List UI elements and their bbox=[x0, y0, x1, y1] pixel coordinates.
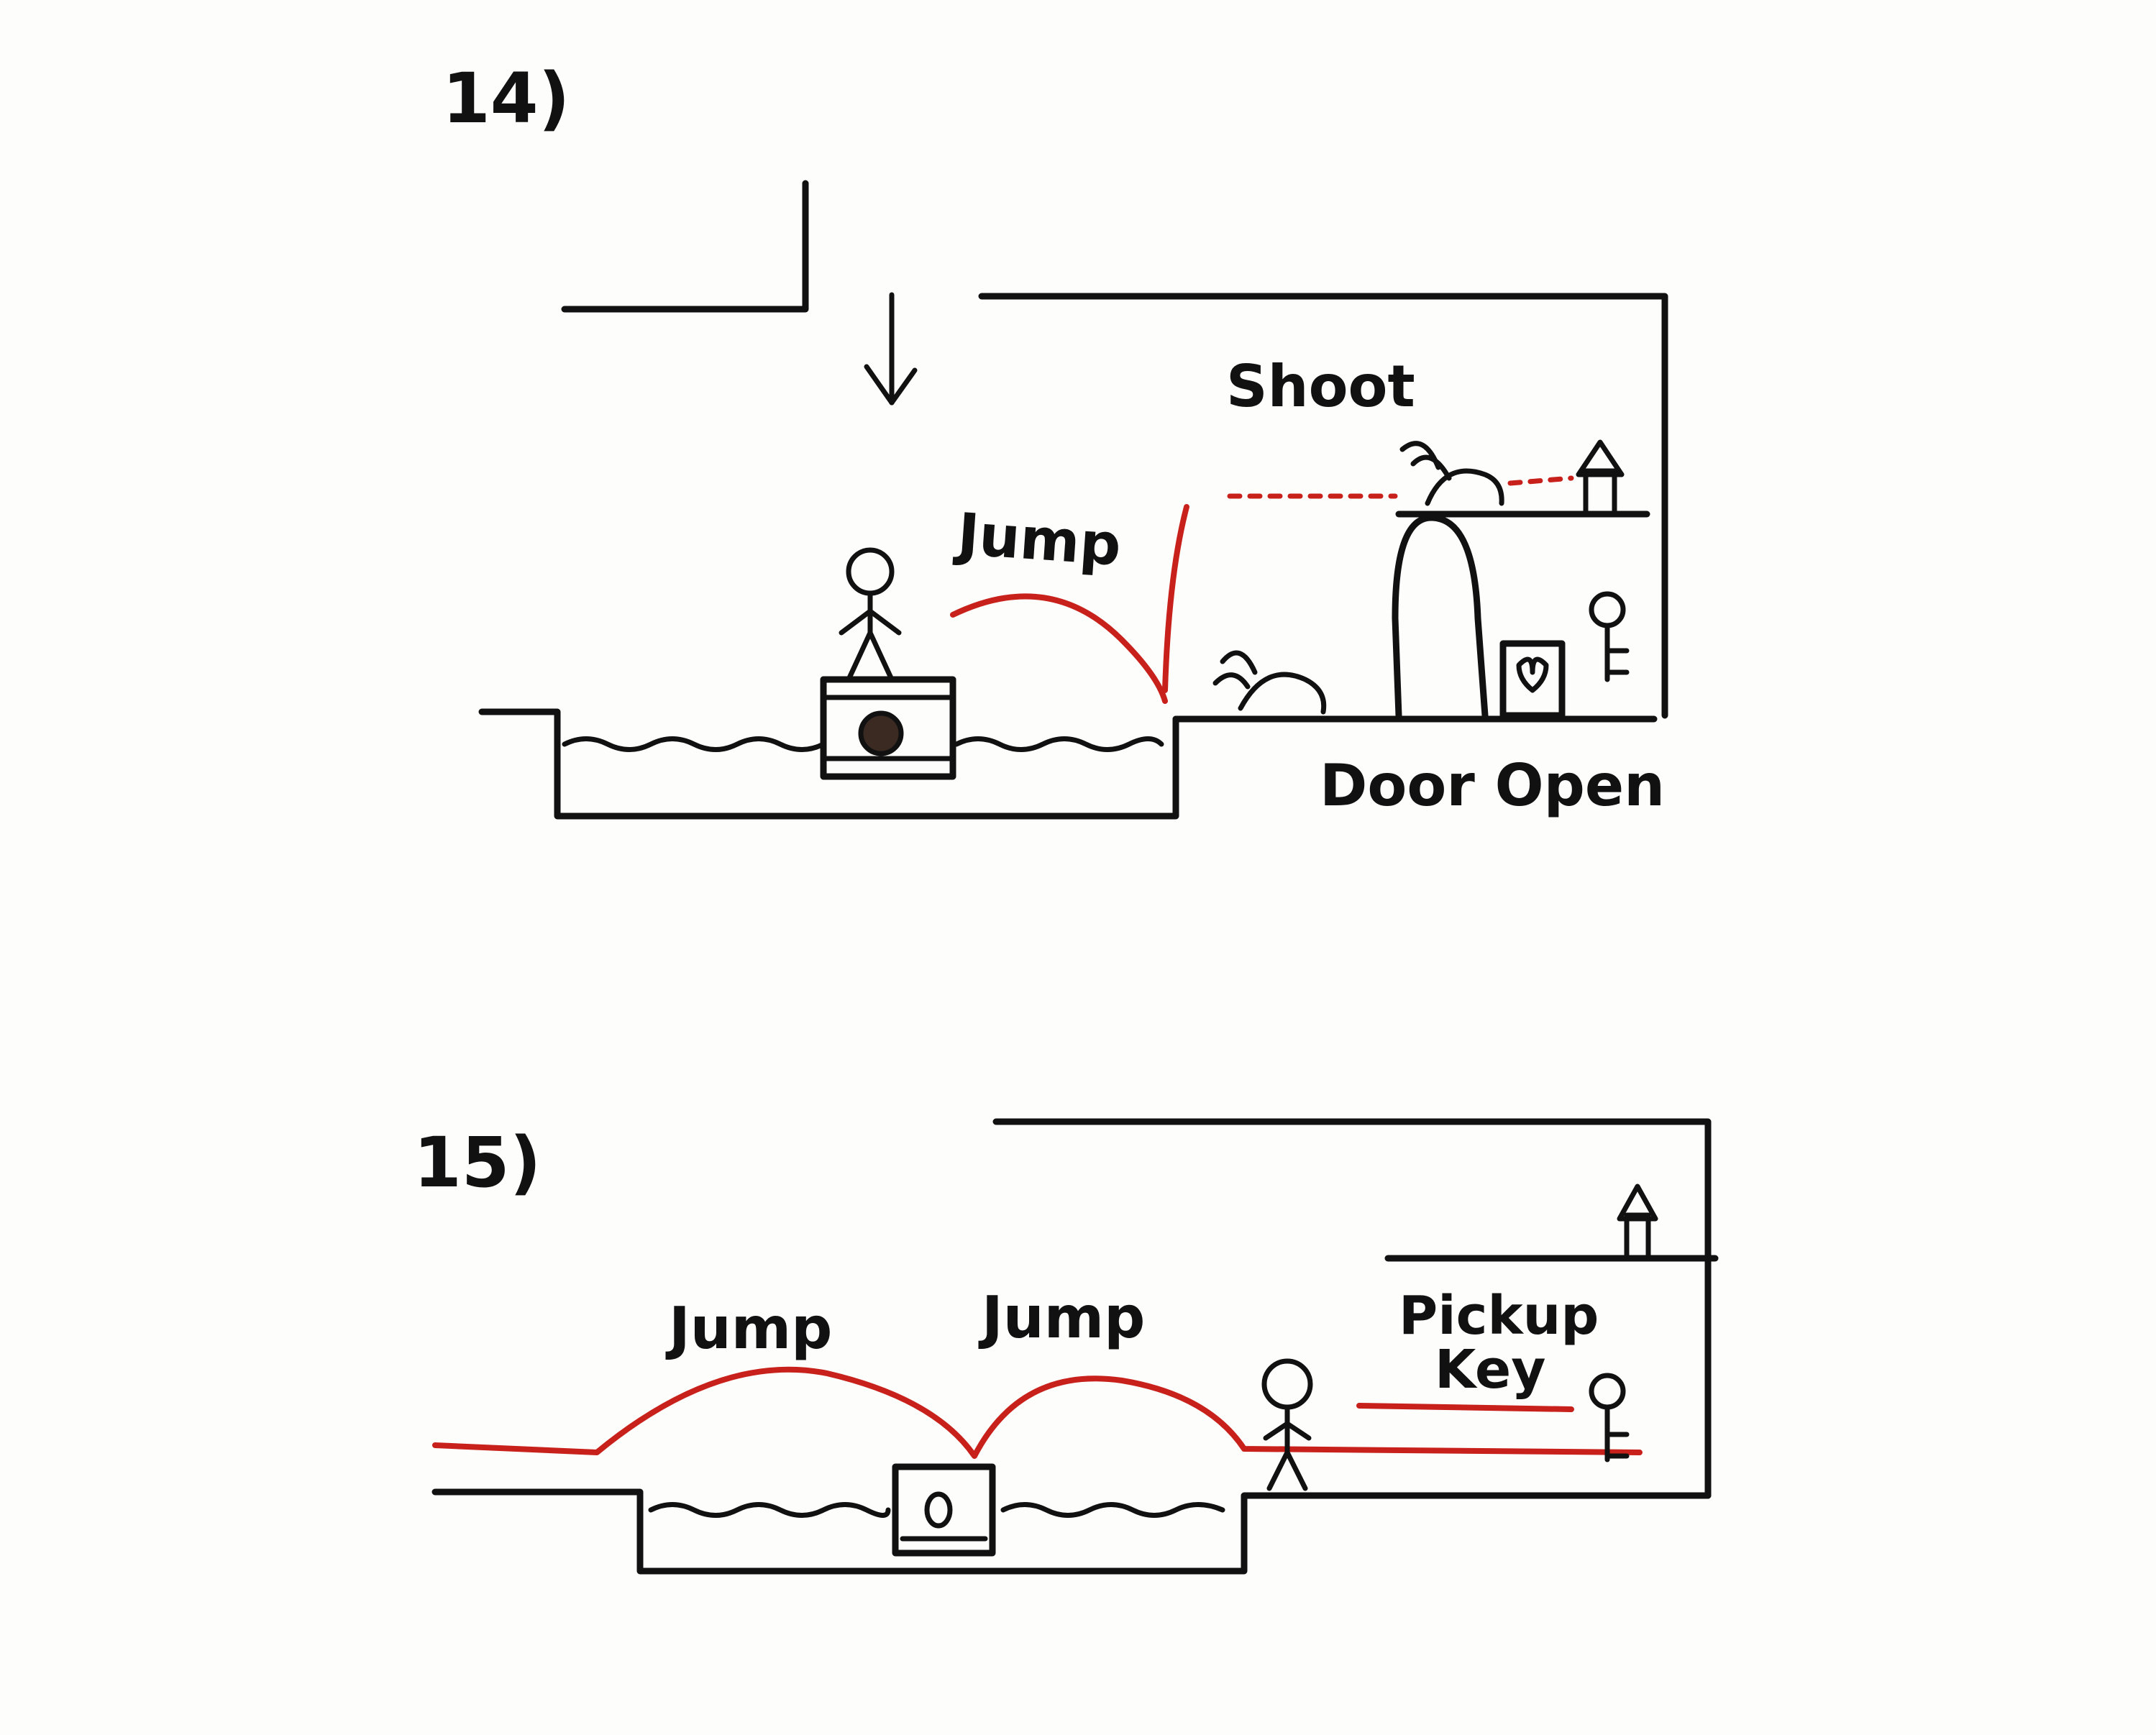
jump-rise-line bbox=[1162, 504, 1189, 693]
jump1-label: Jump bbox=[665, 1295, 832, 1362]
crate-eye-icon bbox=[858, 710, 904, 756]
panel-15: 15) Jump Jump Pickup Key bbox=[414, 1118, 1719, 1575]
pickup-label: Pickup bbox=[1399, 1285, 1599, 1347]
key-label: Key bbox=[1435, 1339, 1545, 1401]
shelf-rabbit-icon bbox=[1399, 441, 1504, 506]
ground-with-pit bbox=[431, 1488, 1712, 1575]
room-ceiling-wall-15 bbox=[992, 1118, 1712, 1499]
arched-door bbox=[1392, 514, 1489, 719]
exit-up-arrow-icon bbox=[1576, 439, 1625, 513]
shoot-dashed-line-right bbox=[1507, 475, 1574, 486]
heart-icon bbox=[1516, 656, 1549, 693]
jump-trajectory bbox=[950, 593, 1168, 704]
player-stick-figure-15 bbox=[1261, 1358, 1313, 1491]
panel-15-number: 15) bbox=[414, 1122, 541, 1203]
water-surface-right bbox=[954, 736, 1164, 752]
jump-path-15 bbox=[432, 1366, 1643, 1459]
rabbit-icon bbox=[1212, 650, 1327, 715]
jump-label: Jump bbox=[952, 500, 1123, 579]
panel-14-number: 14) bbox=[442, 58, 570, 139]
exit-up-arrow-icon-15 bbox=[1617, 1184, 1658, 1258]
jump2-label: Jump bbox=[978, 1284, 1145, 1351]
shoot-label: Shoot bbox=[1226, 353, 1415, 420]
pickup-path-15 bbox=[1356, 1403, 1574, 1412]
crate-eye-icon-15 bbox=[924, 1491, 953, 1529]
drop-arrow-icon bbox=[864, 292, 918, 406]
player-stick-figure bbox=[839, 547, 902, 682]
upper-left-ledge bbox=[561, 180, 809, 313]
panel-14: 14) Jump Sh bbox=[442, 58, 1668, 820]
room-ceiling-wall bbox=[978, 293, 1668, 719]
lock-box bbox=[1499, 640, 1566, 719]
water-surface-left bbox=[562, 736, 826, 752]
key-icon bbox=[1589, 591, 1630, 682]
door-open-label: Door Open bbox=[1320, 752, 1665, 819]
floating-crate-15 bbox=[892, 1463, 996, 1557]
water-surface-left-15 bbox=[648, 1502, 891, 1518]
key-icon-15 bbox=[1589, 1373, 1630, 1462]
water-pit-outline bbox=[478, 708, 1179, 820]
floating-crate bbox=[820, 676, 956, 780]
water-surface-right-15 bbox=[1000, 1502, 1225, 1518]
